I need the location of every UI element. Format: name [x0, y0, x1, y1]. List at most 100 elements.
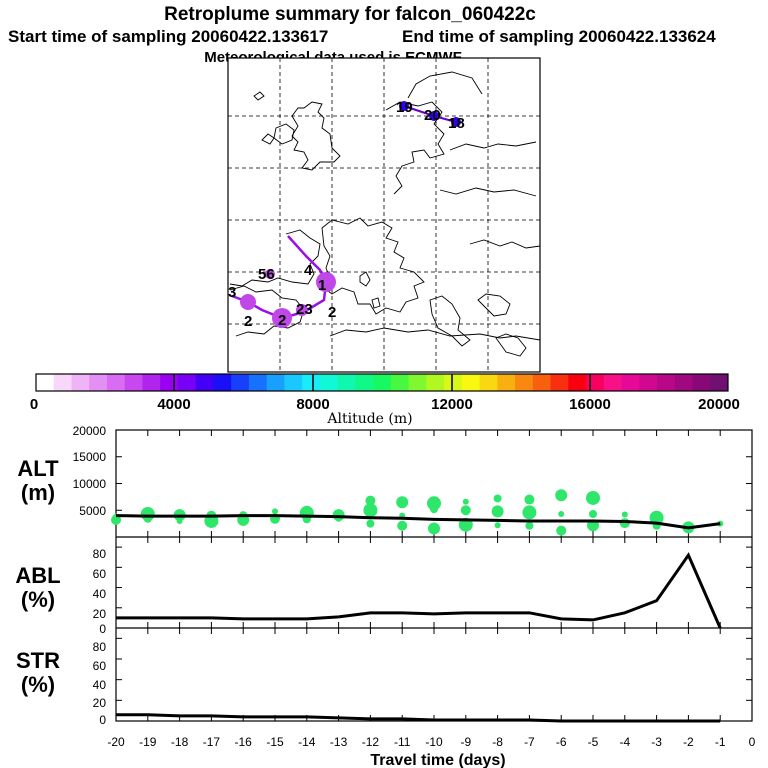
x-tick-label: -3: [651, 735, 662, 749]
colorbar-cell: [302, 374, 321, 391]
map-day-label: 23: [296, 301, 313, 318]
trajectory-map: 19 20 18 1 56 3 2 2 23 2 4: [227, 57, 541, 373]
x-tick-label: -8: [492, 735, 503, 749]
alt-scatter-point: [621, 511, 628, 518]
alt-scatter-point: [396, 496, 409, 509]
str-ytick-label: 0: [99, 713, 106, 727]
trajectory-marker: [316, 272, 336, 292]
colorbar-cell: [142, 374, 161, 391]
colorbar-cell: [319, 374, 339, 391]
str-ytick-label: 60: [93, 659, 107, 673]
x-tick-label: -18: [171, 735, 189, 749]
alt-scatter-point: [524, 494, 535, 505]
colorbar-cell: [692, 374, 711, 391]
trajectory-marker: [399, 101, 409, 111]
map-day-label: 4: [304, 262, 313, 279]
alt-ytick-label: 20000: [73, 424, 107, 438]
map-day-label: 56: [258, 266, 275, 283]
colorbar-cell: [515, 374, 534, 391]
colorbar-cell: [337, 374, 356, 391]
x-tick-label: -19: [139, 735, 157, 749]
colorbar-cell: [568, 374, 587, 391]
colorbar-cell: [373, 374, 392, 391]
colorbar-tick-label: 0: [30, 396, 38, 413]
alt-scatter-point: [494, 522, 501, 529]
alt-scatter-point: [522, 505, 537, 520]
str-ytick-label: 80: [93, 640, 107, 654]
colorbar-cell: [195, 374, 214, 391]
x-tick-label: -11: [394, 735, 411, 749]
x-tick-label: -16: [235, 735, 253, 749]
series-line-1: [116, 552, 722, 629]
colorbar-cell: [710, 374, 729, 391]
alt-scatter-point: [556, 525, 567, 536]
x-axis-label: Travel time (days): [370, 752, 505, 768]
colorbar-cell: [213, 374, 232, 391]
x-tick-label: -1: [715, 735, 726, 749]
alt-scatter-point: [176, 517, 183, 524]
alt-scatter-point: [555, 489, 568, 502]
x-tick-label: -7: [524, 735, 535, 749]
alt-scatter-point: [493, 494, 502, 503]
altitude-colorbar: 0 4000 8000 12000 16000 20000 Altitude (…: [30, 373, 740, 427]
abl-ytick-label: 60: [93, 567, 107, 581]
alt-scatter-point: [586, 490, 600, 505]
alt-scatter-point: [558, 510, 565, 517]
colorbar-cell: [160, 374, 179, 391]
colorbar-frame: [35, 373, 729, 392]
colorbar-cell: [408, 374, 427, 391]
colorbar-cell: [355, 374, 374, 391]
colorbar-cell: [106, 374, 126, 391]
str-ytick-label: 20: [93, 696, 107, 710]
alt-scatter-point: [272, 508, 278, 515]
alt-scatter-point: [428, 522, 440, 535]
alt-scatter-point: [460, 505, 471, 516]
alt-panel-label: ALT: [17, 456, 59, 481]
alt-scatter-point: [397, 520, 408, 531]
colorbar-cell: [266, 374, 285, 391]
x-tick-label: -6: [556, 735, 567, 749]
colorbar-cell: [89, 374, 108, 391]
trajectory-marker: [296, 304, 308, 316]
alt-scatter-point: [363, 503, 378, 518]
panels-frame: [115, 429, 753, 722]
x-tick-label: -2: [683, 735, 694, 749]
x-tick-label: -9: [460, 735, 471, 749]
map-day-label: 1: [318, 277, 326, 294]
str-panel-unit: (%): [21, 672, 55, 697]
colorbar-cell: [550, 374, 569, 391]
colorbar-cell: [53, 374, 72, 391]
map-day-label: 18: [448, 115, 465, 132]
colorbar-cell: [461, 374, 481, 391]
alt-scatter: [111, 489, 724, 536]
map-day-label: 2: [328, 304, 336, 321]
colorbar-cell: [532, 374, 552, 391]
map-day-label: 19: [396, 99, 413, 116]
map-day-label: 2: [278, 312, 286, 329]
map-day-label: 2: [244, 313, 252, 330]
trajectory-marker: [272, 308, 292, 328]
time-series-panels: ALT (m) ABL (%) STR (%) 20000 15000 1000…: [15, 424, 755, 768]
x-tick-label: -17: [203, 735, 221, 749]
x-tick-label: -15: [266, 735, 284, 749]
alt-scatter-point: [366, 519, 375, 528]
trajectory-marker: [429, 111, 439, 121]
series-line-0: [115, 514, 721, 530]
alt-ytick-label: 5000: [79, 504, 106, 518]
trajectory-marker: [265, 269, 275, 279]
x-tick-label: -4: [619, 735, 630, 749]
x-tick-label: -12: [362, 735, 380, 749]
colorbar-tick-label: 8000: [296, 396, 329, 413]
alt-scatter-point: [427, 496, 441, 511]
series-line-2: [116, 713, 721, 723]
axis-tick-marks: [115, 429, 753, 722]
x-tick-label: -14: [298, 735, 316, 749]
colorbar-cell: [444, 374, 463, 391]
colorbar-cell: [284, 374, 303, 391]
abl-ytick-label: 0: [99, 622, 106, 636]
colorbar-tick-label: 12000: [431, 396, 473, 413]
colorbar-label: Altitude (m): [326, 411, 412, 427]
alt-scatter-point: [462, 498, 469, 505]
colorbar-cell: [639, 374, 658, 391]
